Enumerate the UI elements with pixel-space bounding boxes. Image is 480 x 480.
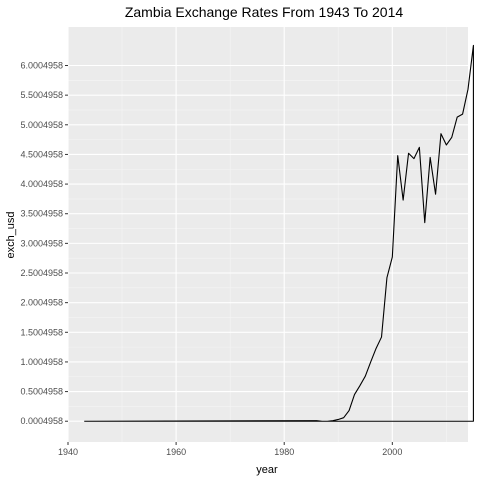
y-tick-label: 5.0004958 [20,120,63,130]
x-axis-title: year [256,464,278,476]
series-line [84,44,474,422]
y-tick-label: 4.0004958 [20,179,63,189]
grid-minor [68,27,468,442]
x-axis: 1940 1960 1980 2000 [58,442,402,457]
y-tick-label: 0.0004958 [20,416,63,426]
y-tick-label: 5.5004958 [20,90,63,100]
x-tick-label: 1960 [166,447,186,457]
y-axis-title: exch_usd [5,211,17,258]
x-tick-label: 1940 [58,447,78,457]
x-tick-label: 2000 [382,447,402,457]
y-tick-label: 2.5004958 [20,268,63,278]
y-tick-label: 0.5004958 [20,387,63,397]
y-tick-label: 1.0004958 [20,357,63,367]
y-tick-label: 2.0004958 [20,298,63,308]
y-tick-label: 3.5004958 [20,209,63,219]
series-layer [84,44,474,422]
chart-title: Zambia Exchange Rates From 1943 To 2014 [125,4,404,20]
y-tick-label: 3.0004958 [20,238,63,248]
x-tick-label: 1980 [274,447,294,457]
y-axis: 0.0004958 0.5004958 1.0004958 1.5004958 2.00… [20,61,68,426]
y-tick-label: 6.0004958 [20,61,63,71]
y-tick-label: 4.5004958 [20,149,63,159]
plot-panel [68,27,468,442]
y-tick-label: 1.5004958 [20,327,63,337]
